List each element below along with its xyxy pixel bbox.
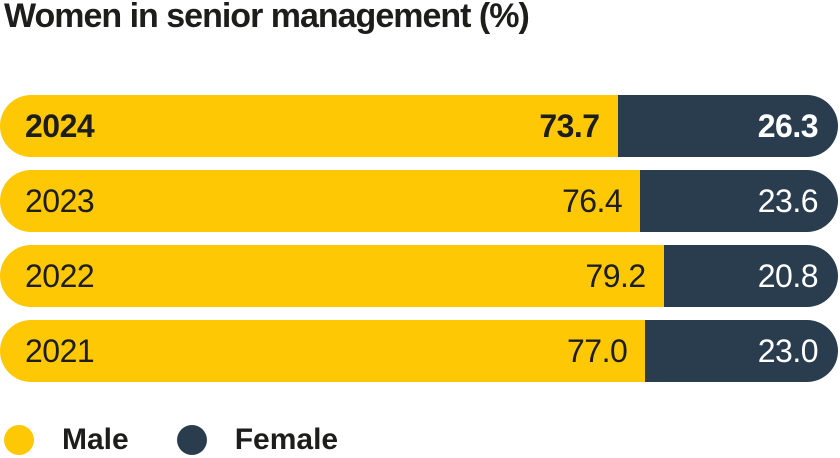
- male-segment-2024: 2024 73.7: [0, 95, 618, 157]
- chart-title: Women in senior management (%): [4, 0, 530, 35]
- female-segment-2021: 23.0: [645, 320, 838, 382]
- female-value: 23.0: [757, 332, 819, 369]
- legend-label-male: Male: [62, 423, 129, 456]
- male-segment-2021: 2021 77.0: [0, 320, 646, 382]
- male-value: 77.0: [566, 332, 628, 369]
- female-swatch-icon: [176, 425, 207, 455]
- bar-row-2022: 2022 79.2 20.8: [0, 245, 838, 307]
- legend-label-female: Female: [234, 423, 339, 456]
- legend-item-male: Male: [4, 423, 129, 457]
- bars-area: 2024 73.7 26.3 2023 76.4 23.6 2022 79.2 …: [0, 95, 838, 395]
- bar-row-2021: 2021 77.0 23.0: [0, 320, 838, 382]
- female-segment-2024: 26.3: [617, 95, 838, 157]
- bar-row-2023: 2023 76.4 23.6: [0, 170, 838, 232]
- female-value: 20.8: [757, 257, 819, 294]
- legend: Male Female: [4, 423, 338, 457]
- male-value: 73.7: [539, 107, 600, 144]
- female-segment-2023: 23.6: [640, 170, 838, 232]
- female-value: 23.6: [757, 182, 819, 219]
- male-value: 76.4: [561, 182, 623, 219]
- legend-item-female: Female: [176, 423, 339, 457]
- female-segment-2022: 20.8: [663, 245, 838, 307]
- male-segment-2022: 2022 79.2: [0, 245, 664, 307]
- male-swatch-icon: [4, 425, 34, 455]
- year-label: 2024: [25, 107, 95, 144]
- year-label: 2022: [25, 257, 95, 294]
- male-segment-2023: 2023 76.4: [0, 170, 641, 232]
- bar-row-2024: 2024 73.7 26.3: [0, 95, 838, 157]
- female-value: 26.3: [757, 107, 819, 144]
- year-label: 2021: [25, 332, 95, 369]
- year-label: 2023: [25, 182, 95, 219]
- male-value: 79.2: [585, 257, 646, 294]
